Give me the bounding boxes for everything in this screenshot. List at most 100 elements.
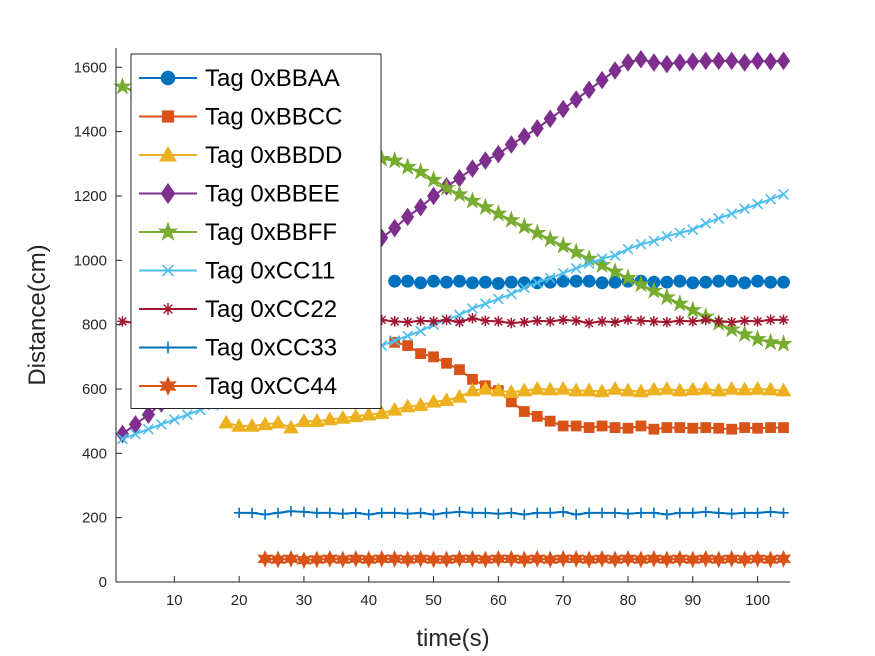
data-point	[518, 282, 530, 294]
data-point	[749, 549, 766, 568]
data-point	[659, 380, 675, 395]
data-point	[532, 315, 543, 327]
data-point	[605, 261, 625, 280]
data-point	[298, 506, 310, 518]
data-point	[402, 330, 414, 342]
data-point	[583, 258, 595, 269]
data-point	[646, 381, 662, 396]
data-point	[725, 274, 739, 288]
data-point	[570, 509, 582, 520]
data-point	[544, 507, 556, 519]
legend-label: Tag 0xBBFF	[205, 219, 337, 246]
x-tick-label: 50	[425, 592, 442, 609]
data-point	[752, 316, 763, 327]
x-tick-label: 70	[555, 592, 572, 609]
data-point	[582, 274, 596, 288]
y-tick-label: 400	[82, 445, 107, 462]
data-point	[441, 507, 452, 519]
data-point	[609, 422, 621, 433]
data-point	[322, 411, 338, 426]
data-point	[493, 508, 504, 520]
data-point	[504, 135, 518, 154]
data-point	[428, 351, 439, 363]
data-point	[450, 184, 469, 203]
data-point	[557, 314, 569, 326]
data-point	[739, 203, 751, 215]
data-point	[687, 507, 699, 519]
data-point	[752, 507, 763, 519]
data-point	[129, 428, 141, 440]
data-point	[181, 409, 193, 421]
data-point	[516, 382, 533, 397]
data-point	[661, 230, 673, 242]
data-point	[726, 508, 737, 520]
data-point	[700, 217, 712, 229]
x-tick-label: 100	[745, 592, 770, 609]
data-point	[596, 420, 608, 432]
data-point	[477, 380, 494, 395]
x-tick-label: 10	[166, 592, 183, 609]
data-point	[622, 508, 634, 520]
data-point	[596, 507, 608, 519]
y-tick-label: 0	[99, 574, 107, 591]
data-point	[518, 406, 530, 417]
data-point	[347, 408, 364, 423]
x-tick-label: 60	[490, 592, 507, 609]
data-point	[257, 416, 273, 431]
data-point	[699, 275, 713, 289]
legend-label: Tag 0xCC33	[205, 335, 337, 362]
data-point	[570, 315, 582, 327]
data-point	[739, 315, 750, 327]
data-point	[437, 178, 456, 196]
data-point	[673, 274, 687, 288]
data-point	[453, 274, 466, 288]
data-point	[348, 549, 364, 568]
data-point	[726, 423, 738, 435]
data-point	[467, 312, 478, 324]
data-point	[634, 49, 648, 69]
data-point	[285, 505, 297, 517]
data-point	[463, 191, 482, 209]
data-point	[385, 150, 404, 169]
data-point	[441, 314, 452, 326]
legend-label: Tag 0xCC11	[205, 258, 335, 285]
data-point	[570, 262, 582, 274]
data-point	[389, 507, 400, 519]
data-point	[542, 381, 559, 396]
data-point	[426, 186, 441, 206]
data-point	[322, 549, 338, 568]
data-point	[778, 314, 789, 326]
data-point	[505, 288, 517, 300]
legend-entry: Tag 0xBBEE	[139, 181, 340, 208]
data-point	[244, 417, 260, 432]
data-point	[493, 316, 504, 327]
data-point	[608, 61, 622, 80]
data-point	[492, 293, 504, 305]
x-tick-label: 30	[296, 592, 313, 609]
legend-marker	[159, 375, 177, 397]
data-point	[259, 509, 271, 520]
data-point	[700, 314, 711, 326]
data-point	[713, 507, 724, 519]
data-point	[631, 274, 651, 293]
data-point	[569, 90, 583, 109]
series-2	[389, 336, 789, 435]
data-point	[736, 381, 753, 396]
data-point	[595, 70, 609, 90]
legend-entry: Tag 0xCC22	[139, 296, 337, 323]
y-axis-label: Distance(cm)	[24, 244, 51, 385]
data-point	[529, 380, 546, 395]
data-point	[388, 218, 402, 238]
data-point	[464, 382, 481, 397]
legend-marker	[157, 221, 179, 241]
data-point	[412, 397, 429, 411]
data-point	[776, 51, 791, 71]
data-point	[579, 249, 599, 267]
data-point	[712, 51, 726, 71]
data-point	[568, 549, 584, 568]
legend-marker	[161, 264, 175, 277]
data-point	[402, 340, 414, 351]
data-point	[142, 423, 154, 435]
data-point	[415, 507, 426, 519]
